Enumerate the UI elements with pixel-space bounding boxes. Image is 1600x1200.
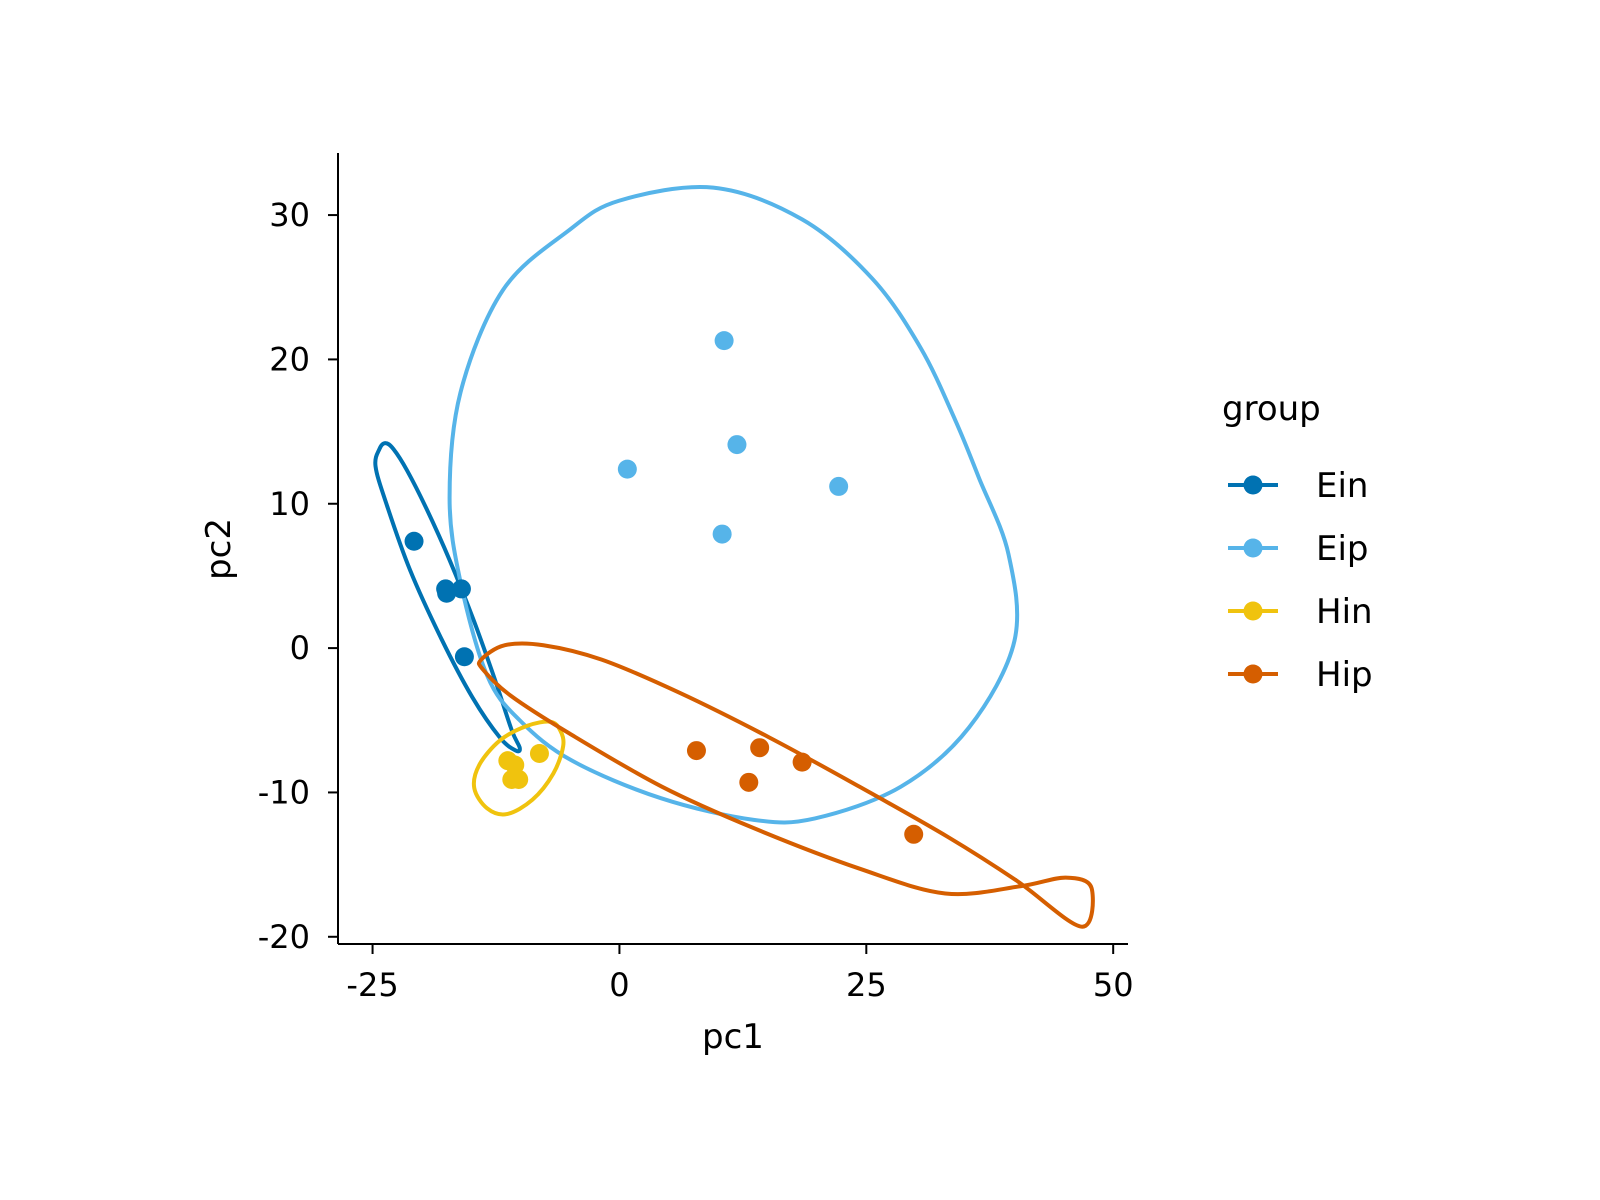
point-hin: [529, 743, 549, 763]
legend: group Ein Eip Hin Hip: [1222, 389, 1373, 695]
point-eip: [829, 476, 849, 496]
point-hip: [750, 738, 770, 758]
y-tick-label: 20: [269, 340, 310, 378]
x-tick-label: 25: [846, 966, 887, 1004]
y-tick-label: 10: [269, 485, 310, 523]
ellipse-hin: [471, 719, 566, 817]
point-ein: [437, 583, 457, 603]
point-eip: [712, 524, 732, 544]
point-hip: [686, 741, 706, 761]
y-tick-label: 30: [269, 196, 310, 234]
legend-key-point: [1243, 601, 1263, 621]
point-ein: [451, 579, 471, 599]
ellipse-ein: [373, 441, 522, 754]
legend-item-hip: Hip: [1228, 655, 1373, 695]
point-eip: [617, 459, 637, 479]
point-hin: [509, 769, 529, 789]
legend-title: group: [1222, 389, 1321, 429]
legend-key-point: [1243, 475, 1263, 495]
y-tick-label: 0: [290, 629, 310, 667]
ellipse-hip: [476, 641, 1095, 929]
plot-area: [373, 185, 1095, 929]
legend-label: Hip: [1316, 655, 1373, 695]
point-ein: [454, 647, 474, 667]
legend-label: Ein: [1316, 466, 1368, 506]
legend-key-point: [1243, 664, 1263, 684]
y-tick-label: -10: [258, 773, 310, 811]
x-tick-label: 0: [609, 966, 629, 1004]
y-axis-title: pc2: [199, 518, 239, 580]
x-tick-label: 50: [1093, 966, 1134, 1004]
point-hip: [792, 752, 812, 772]
point-hin: [505, 755, 525, 775]
x-axis-title: pc1: [702, 1017, 764, 1057]
point-hip: [904, 824, 924, 844]
point-ein: [404, 531, 424, 551]
ellipse-eip: [447, 185, 1020, 825]
axes: -25 0 25 50 -20 -10 0 10 20 30: [258, 153, 1134, 1004]
legend-key-point: [1243, 538, 1263, 558]
x-tick-label: -25: [346, 966, 398, 1004]
y-tick-label: -20: [258, 918, 310, 956]
legend-label: Eip: [1316, 529, 1369, 569]
legend-item-ein: Ein: [1228, 466, 1368, 506]
legend-item-eip: Eip: [1228, 529, 1369, 569]
point-eip: [727, 435, 747, 455]
legend-item-hin: Hin: [1228, 592, 1373, 632]
legend-label: Hin: [1316, 592, 1373, 632]
point-eip: [714, 331, 734, 351]
point-hip: [739, 772, 759, 792]
